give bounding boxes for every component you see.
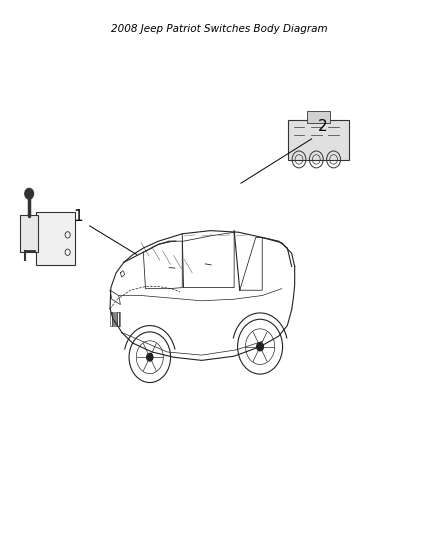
Circle shape — [257, 343, 263, 351]
FancyBboxPatch shape — [20, 215, 38, 252]
FancyBboxPatch shape — [307, 111, 330, 123]
Text: 2: 2 — [318, 119, 328, 134]
Circle shape — [147, 353, 153, 361]
FancyBboxPatch shape — [36, 212, 75, 265]
FancyBboxPatch shape — [288, 120, 349, 160]
Circle shape — [25, 189, 33, 199]
Text: 2008 Jeep Patriot Switches Body Diagram: 2008 Jeep Patriot Switches Body Diagram — [111, 24, 327, 34]
Text: 1: 1 — [74, 209, 83, 224]
